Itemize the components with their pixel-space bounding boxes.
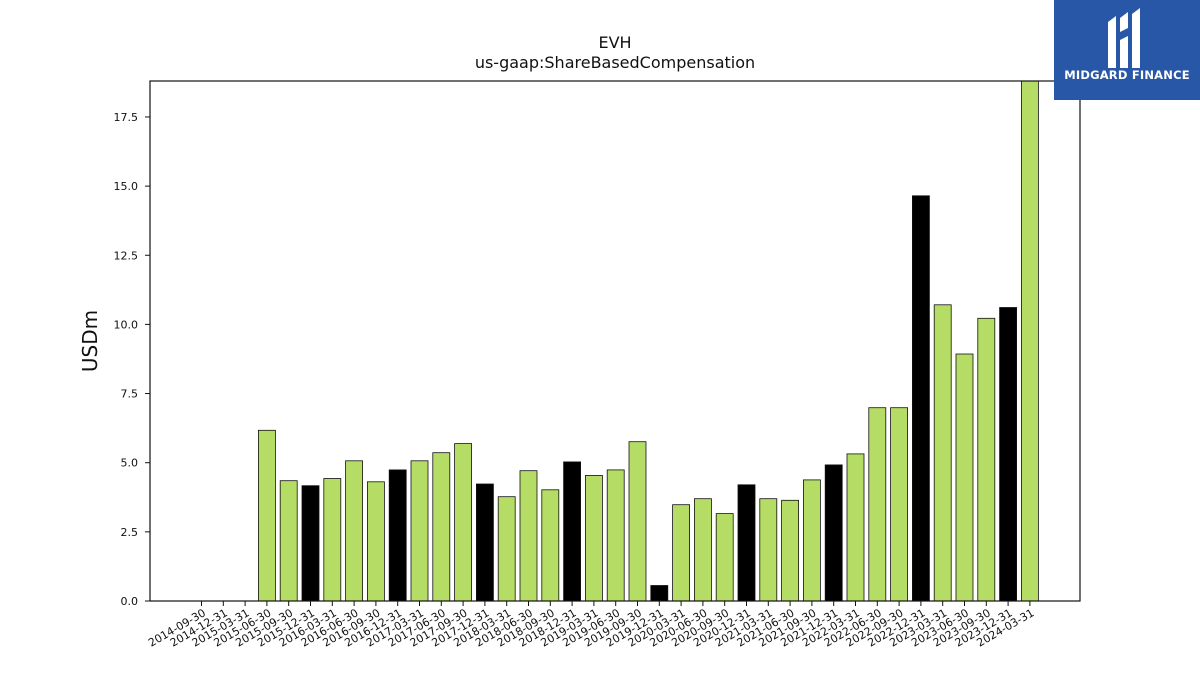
x-axis: 2014-09-302014-12-312015-03-312015-06-30… xyxy=(146,601,1036,650)
bar-2017-03-31 xyxy=(410,460,429,602)
bar-2017-12-31 xyxy=(475,483,494,602)
bar-2022-09-30 xyxy=(890,407,908,602)
bar-2019-09-30 xyxy=(628,441,647,602)
y-tick-label: 0.0 xyxy=(121,595,139,608)
y-axis: 0.0 2.5 5.0 7.5 10.0 12.5 15.0 17.5 xyxy=(114,111,150,608)
chart-subtitle: us-gaap:ShareBasedCompensation xyxy=(475,53,755,72)
y-axis-label: USDm xyxy=(78,310,102,372)
bar-2023-12-31 xyxy=(999,307,1017,602)
y-tick-label: 15.0 xyxy=(114,180,139,193)
plot-frame xyxy=(149,80,1081,602)
chart-title: EVH xyxy=(598,33,631,52)
bar-2020-09-30 xyxy=(715,513,734,602)
bar-2022-03-31 xyxy=(846,453,865,602)
bar-2017-06-30 xyxy=(432,452,451,602)
bar-2015-12-31 xyxy=(301,485,320,602)
bar-2016-03-31 xyxy=(323,478,342,602)
bar-2015-06-30 xyxy=(257,429,276,602)
bar-2019-12-31 xyxy=(650,585,669,602)
bar-2020-12-31 xyxy=(737,484,756,602)
bar-2023-09-30 xyxy=(977,317,996,602)
bar-2019-03-31 xyxy=(585,474,603,602)
bars-group xyxy=(257,80,1039,602)
bar-2021-12-31 xyxy=(824,464,843,602)
bar-2020-06-30 xyxy=(694,498,712,602)
bar-2024-03-31 xyxy=(1021,80,1039,602)
bar-2018-03-31 xyxy=(497,496,516,602)
bar-2016-12-31 xyxy=(388,469,407,602)
bar-2022-06-30 xyxy=(868,407,887,602)
bar-2018-06-30 xyxy=(519,470,538,602)
bar-2020-03-31 xyxy=(672,504,690,602)
y-tick-label: 7.5 xyxy=(121,388,139,401)
y-tick-label: 2.5 xyxy=(121,526,139,539)
bar-2017-09-30 xyxy=(454,443,473,602)
bar-2022-12-31 xyxy=(912,195,930,602)
logo-text: MIDGARD FINANCE xyxy=(1064,68,1190,82)
bar-2021-06-30 xyxy=(781,499,799,602)
midgard-finance-logo: MIDGARD FINANCE xyxy=(1054,0,1200,100)
bar-2018-09-30 xyxy=(541,489,560,602)
bar-2021-09-30 xyxy=(803,479,821,602)
y-tick-label: 10.0 xyxy=(114,318,139,331)
bar-2021-03-31 xyxy=(759,498,778,602)
bar-2019-06-30 xyxy=(606,469,625,602)
bar-2015-09-30 xyxy=(279,480,298,602)
bar-2018-12-31 xyxy=(563,461,581,602)
bar-2023-06-30 xyxy=(955,353,974,602)
bar-2023-03-31 xyxy=(933,304,952,602)
bar-2016-09-30 xyxy=(366,481,385,602)
y-tick-label: 5.0 xyxy=(121,457,139,470)
bar-2016-06-30 xyxy=(345,460,364,602)
y-tick-label: 12.5 xyxy=(114,249,139,262)
midgard-m-logo-icon xyxy=(1108,8,1140,68)
y-tick-label: 17.5 xyxy=(114,111,139,124)
